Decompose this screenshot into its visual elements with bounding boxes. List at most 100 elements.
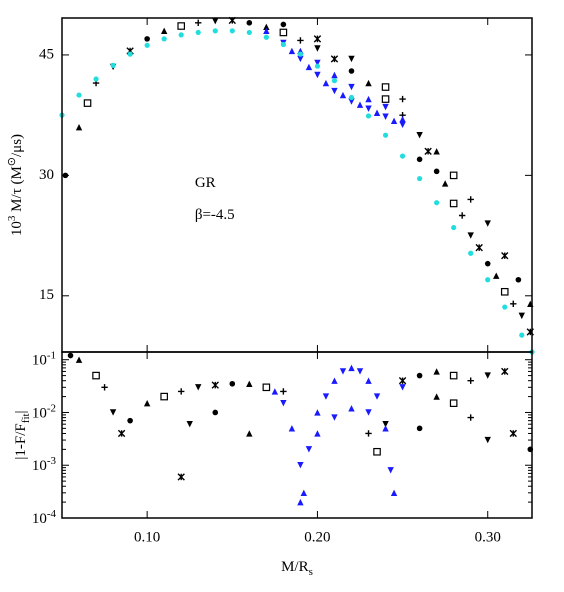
marker <box>280 388 287 395</box>
marker <box>75 356 83 363</box>
marker <box>331 87 338 95</box>
marker <box>117 429 126 438</box>
marker <box>416 372 423 379</box>
marker <box>515 276 522 283</box>
marker <box>484 220 491 227</box>
marker <box>399 95 406 103</box>
marker <box>382 103 389 111</box>
fit-point <box>246 29 252 36</box>
marker <box>365 105 372 112</box>
marker <box>314 59 321 67</box>
y-tick-label: 10-2 <box>32 402 56 422</box>
y-label-part: 10 <box>9 221 25 236</box>
marker <box>127 417 133 424</box>
marker <box>330 55 339 63</box>
marker <box>297 498 304 506</box>
marker <box>424 147 432 155</box>
marker <box>518 312 525 320</box>
marker <box>382 113 389 120</box>
marker <box>305 63 313 71</box>
marker <box>433 393 440 400</box>
y-label-part: ⊙ <box>6 157 18 166</box>
marker <box>300 489 308 497</box>
fit-point <box>212 28 218 34</box>
marker <box>365 377 372 384</box>
y-axis-label: |1-F/Ffit| <box>13 410 31 459</box>
marker <box>297 55 304 63</box>
marker <box>314 430 321 437</box>
y-tick-label: 10-4 <box>32 508 57 528</box>
marker <box>441 180 449 187</box>
marker <box>449 171 458 180</box>
fit-point <box>127 51 133 57</box>
marker <box>501 367 509 376</box>
marker <box>356 368 364 375</box>
fit-point <box>110 62 116 68</box>
fit-point <box>382 132 389 138</box>
marker <box>467 196 474 203</box>
marker <box>263 23 270 31</box>
y-tick-label: 15 <box>39 287 54 303</box>
marker <box>416 132 423 139</box>
marker <box>92 371 100 380</box>
marker <box>246 430 253 437</box>
marker <box>229 380 236 387</box>
marker <box>62 172 69 179</box>
marker <box>484 436 491 444</box>
marker <box>280 399 287 407</box>
marker <box>484 260 491 267</box>
marker <box>390 117 398 124</box>
marker <box>144 36 150 42</box>
marker <box>314 409 321 416</box>
y-label-part: | <box>13 410 29 413</box>
marker <box>246 380 253 387</box>
marker <box>373 109 381 116</box>
y-tick-exp: -2 <box>47 402 56 414</box>
fit-point <box>348 94 355 101</box>
y-tick-label: 30 <box>39 167 54 183</box>
fit-point <box>178 32 184 38</box>
y-tick-base: 10 <box>32 406 47 422</box>
marker <box>331 377 338 384</box>
marker <box>101 384 108 391</box>
marker <box>160 392 168 401</box>
marker <box>348 55 355 63</box>
marker <box>390 489 398 497</box>
marker <box>143 399 151 407</box>
y-tick-exp: -4 <box>47 508 57 520</box>
marker <box>399 384 406 391</box>
marker <box>280 21 287 28</box>
marker <box>297 462 304 469</box>
marker <box>322 79 330 87</box>
marker <box>510 300 517 308</box>
fit-point <box>229 28 235 34</box>
marker <box>467 377 474 384</box>
marker <box>67 352 74 359</box>
fit-point <box>365 113 372 119</box>
x-axis-label: M/Rs <box>281 559 313 577</box>
x-label-part: s <box>309 566 313 578</box>
marker <box>387 467 394 474</box>
marker <box>322 393 330 400</box>
marker <box>195 19 202 27</box>
fit-point <box>502 304 508 310</box>
y-tick-base: 10 <box>32 353 47 369</box>
fit-point <box>519 332 525 338</box>
x-tick-label: 0.10 <box>134 529 160 545</box>
y-label-part: |1-F/F <box>13 423 29 459</box>
plot-frame <box>61 351 533 519</box>
marker <box>160 27 168 35</box>
marker <box>382 420 389 428</box>
y-tick-exp: -3 <box>47 455 57 467</box>
marker <box>399 115 406 123</box>
fit-point <box>399 153 406 159</box>
marker <box>373 447 381 456</box>
marker <box>501 251 509 260</box>
marker <box>263 27 270 35</box>
fit-point <box>93 76 99 82</box>
marker <box>314 71 321 79</box>
marker <box>177 22 186 30</box>
marker <box>339 91 347 99</box>
marker <box>365 409 372 416</box>
